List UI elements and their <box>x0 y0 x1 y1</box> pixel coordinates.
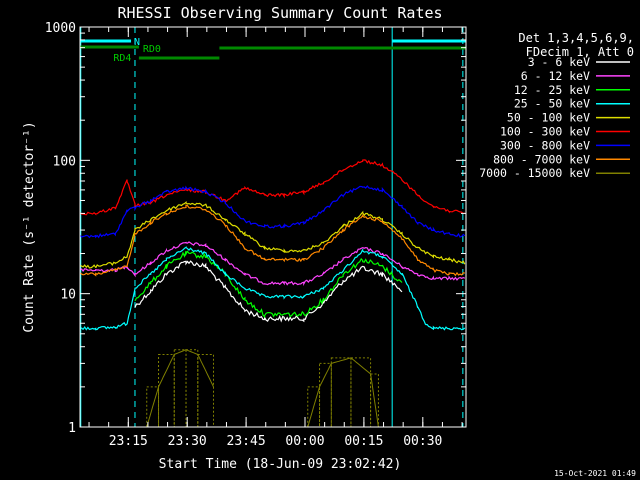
series-line-3 <box>79 246 466 331</box>
y-tick-label: 10 <box>60 288 76 303</box>
y-axis-ticks: 1 10 100 1000 <box>45 21 466 436</box>
data-series-group <box>79 159 466 428</box>
legend-label: 50 - 100 keV <box>507 111 590 125</box>
y-tick-label: 100 <box>53 154 76 169</box>
legend-label: 3 - 6 keV <box>528 55 590 69</box>
series-line-8 <box>146 349 214 428</box>
x-axis-label: Start Time (18-Jun-09 23:02:42) <box>159 457 402 472</box>
olive-burst-block <box>173 349 187 428</box>
chart-title: RHESSI Observing Summary Count Rates <box>117 4 442 22</box>
x-tick-label: 00:00 <box>285 434 324 449</box>
render-timestamp: 15-Oct-2021 01:49 <box>554 469 636 478</box>
series-line-0 <box>134 260 403 323</box>
series-line-1 <box>79 241 466 287</box>
legend-label: 100 - 300 keV <box>500 125 590 139</box>
legend-header-line-2: FDecim 1, Att 0 <box>526 45 634 59</box>
y-tick-label: 1 <box>68 421 76 436</box>
legend-label: 25 - 50 keV <box>514 97 590 111</box>
y-axis-label: Count Rate (s⁻¹ detector⁻¹) <box>22 121 37 332</box>
series-line-4 <box>79 200 466 269</box>
flag-label-rd4: RD4 <box>113 53 131 64</box>
legend-header-line-1: Det 1,3,4,5,6,9, <box>518 31 634 45</box>
olive-burst-block <box>185 349 199 428</box>
x-tick-label: 00:30 <box>403 434 442 449</box>
legend-label: 300 - 800 keV <box>500 138 590 152</box>
olive-burst-block <box>330 357 352 428</box>
x-tick-label: 23:30 <box>168 434 207 449</box>
plot-frame <box>79 26 467 428</box>
series-line-2 <box>134 250 403 319</box>
y-tick-label: 1000 <box>45 21 76 36</box>
legend-label: 6 - 12 keV <box>521 69 590 83</box>
x-tick-label: 23:15 <box>109 434 148 449</box>
x-axis-ticks: 23:15 23:30 23:45 00:00 00:15 00:30 <box>88 27 463 449</box>
event-marker-lines <box>80 27 464 427</box>
olive-burst-block <box>350 357 372 428</box>
x-tick-label: 23:45 <box>227 434 266 449</box>
series-line-6 <box>79 185 466 239</box>
legend-label: 7000 - 15000 keV <box>479 166 590 180</box>
flag-label-rd0: RD0 <box>143 44 161 55</box>
legend-label: 800 - 7000 keV <box>493 152 590 166</box>
flag-label-n: N <box>134 37 140 48</box>
x-tick-label: 00:15 <box>344 434 383 449</box>
series-line-5 <box>79 159 466 216</box>
legend-label: 12 - 25 keV <box>514 83 590 97</box>
series-line-7 <box>79 204 465 277</box>
